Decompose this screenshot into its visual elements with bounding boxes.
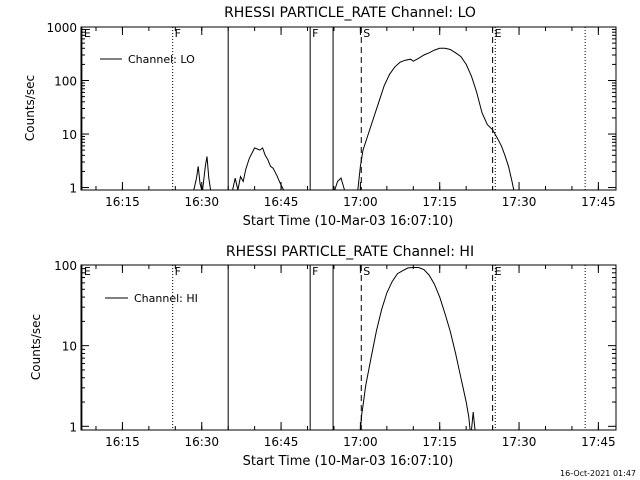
hi-legend: Channel: HI bbox=[105, 292, 198, 305]
lo-y-axis-label: Counts/sec bbox=[23, 75, 37, 141]
hi-y-axis-label: Counts/sec bbox=[29, 314, 43, 380]
lo-series-line bbox=[357, 47, 515, 191]
hi-event-marker-label: S bbox=[363, 265, 370, 278]
hi-x-tick-label: 17:15 bbox=[422, 435, 457, 449]
hi-chart-title: RHESSI PARTICLE_RATE Channel: HI bbox=[226, 244, 474, 260]
lo-chart-title: RHESSI PARTICLE_RATE Channel: LO bbox=[224, 5, 476, 21]
lo-event-marker-label: E bbox=[84, 27, 91, 40]
lo-event-marker-label: F bbox=[312, 27, 318, 40]
hi-x-tick-label: 16:45 bbox=[264, 435, 299, 449]
hi-x-axis-label: Start Time (10-Mar-03 16:07:10) bbox=[243, 454, 454, 469]
lo-x-axis-label: Start Time (10-Mar-03 16:07:10) bbox=[243, 214, 454, 229]
lo-x-tick-label: 17:15 bbox=[422, 195, 457, 209]
hi-axis-ticks: 16:15 16:30 16:45 17:00 17:15 17:30 17:45 1 10 10… bbox=[54, 259, 616, 449]
lo-channel-chart: RHESSI PARTICLE_RATE Channel: LO Counts/… bbox=[23, 5, 617, 229]
lo-legend: Channel: LO bbox=[100, 53, 195, 66]
hi-x-tick-label: 17:30 bbox=[502, 435, 537, 449]
hi-channel-chart: RHESSI PARTICLE_RATE Channel: HI Counts/… bbox=[29, 244, 617, 469]
hi-y-tick-label: 1 bbox=[69, 420, 77, 434]
hi-event-marker-label: E bbox=[84, 265, 91, 278]
lo-axis-ticks: 16:15 16:30 16:45 17:00 17:15 17:30 17:45 1 10 10… bbox=[46, 21, 616, 209]
lo-x-tick-label: 16:30 bbox=[184, 195, 219, 209]
lo-y-tick-label: 10 bbox=[62, 128, 77, 142]
hi-x-tick-label: 17:45 bbox=[581, 435, 616, 449]
lo-x-tick-label: 17:00 bbox=[343, 195, 378, 209]
hi-event-marker-label: F bbox=[175, 265, 181, 278]
lo-series-line bbox=[334, 177, 345, 191]
hi-y-tick-label: 10 bbox=[62, 340, 77, 354]
hi-event-marker-label: E bbox=[495, 265, 502, 278]
lo-y-tick-label: 100 bbox=[54, 75, 77, 89]
lo-series-line bbox=[232, 147, 285, 191]
lo-event-marker-label: S bbox=[363, 27, 370, 40]
lo-series-line bbox=[193, 166, 203, 191]
hi-plot-frame bbox=[80, 264, 617, 431]
hi-data-series bbox=[359, 267, 476, 431]
lo-legend-label: Channel: LO bbox=[128, 53, 195, 66]
lo-series-line bbox=[202, 156, 212, 191]
hi-x-tick-label: 16:30 bbox=[184, 435, 219, 449]
footer-timestamp: 16-Oct-2021 01:47 bbox=[560, 469, 636, 478]
hi-y-tick-label: 100 bbox=[54, 259, 77, 273]
lo-x-tick-label: 17:45 bbox=[581, 195, 616, 209]
lo-y-tick-label: 1000 bbox=[46, 21, 77, 35]
lo-y-tick-label: 1 bbox=[69, 182, 77, 196]
hi-event-marker-label: F bbox=[312, 265, 318, 278]
hi-legend-label: Channel: HI bbox=[134, 292, 198, 305]
hi-x-tick-label: 16:15 bbox=[105, 435, 140, 449]
lo-x-tick-label: 16:45 bbox=[264, 195, 299, 209]
lo-plot-frame bbox=[80, 26, 617, 191]
lo-x-tick-label: 17:30 bbox=[502, 195, 537, 209]
hi-series-line bbox=[359, 267, 471, 431]
lo-data-series bbox=[193, 47, 515, 191]
lo-event-marker-label: F bbox=[175, 27, 181, 40]
lo-x-tick-label: 16:15 bbox=[105, 195, 140, 209]
lo-event-marker-label: E bbox=[495, 27, 502, 40]
hi-series-line bbox=[471, 412, 476, 431]
hi-x-tick-label: 17:00 bbox=[343, 435, 378, 449]
